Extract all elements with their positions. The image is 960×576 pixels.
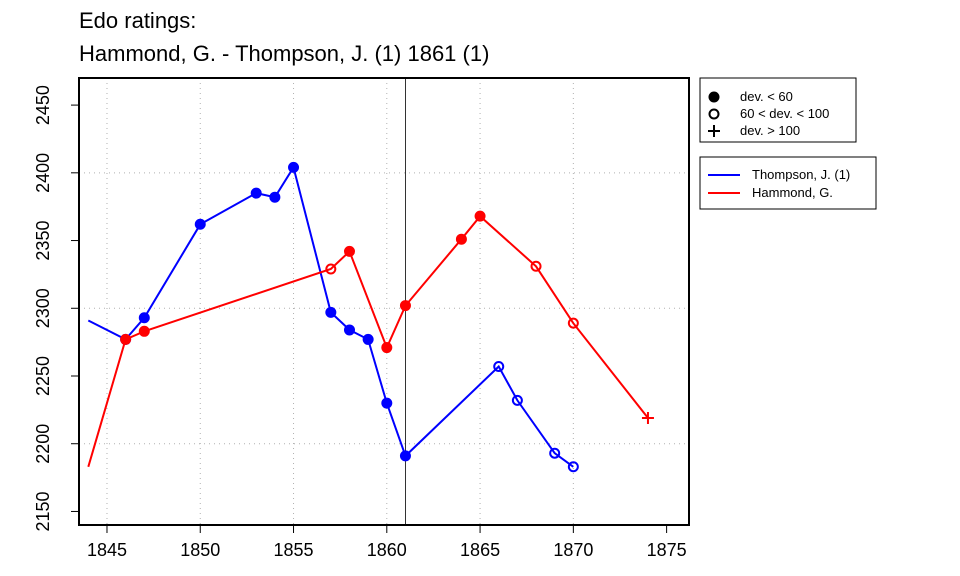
data-point-thompson	[511, 394, 523, 406]
data-point-thompson	[362, 333, 374, 345]
series-legend-label: Thompson, J. (1)	[752, 167, 850, 182]
legend-marker-icon	[708, 108, 720, 120]
y-tick-label: 2350	[33, 221, 53, 261]
data-point-thompson	[288, 161, 300, 173]
data-point-hammond	[120, 333, 132, 345]
series-legend-label: Hammond, G.	[752, 185, 833, 200]
data-point-hammond	[530, 260, 542, 272]
y-tick-label: 2300	[33, 288, 53, 328]
x-tick-label: 1855	[274, 540, 314, 560]
marker-legend-label: dev. > 100	[740, 123, 800, 138]
series-legend-box	[699, 156, 877, 210]
x-tick-label: 1860	[367, 540, 407, 560]
y-tick-label: 2150	[33, 491, 53, 531]
y-tick-label: 2450	[33, 85, 53, 125]
chart-title: Edo ratings:	[79, 8, 196, 33]
data-point-thompson	[493, 361, 505, 373]
data-point-hammond	[567, 317, 579, 329]
data-point-hammond	[474, 210, 486, 222]
x-tick-label: 1845	[87, 540, 127, 560]
data-point-hammond	[381, 342, 393, 354]
series-line-thompson	[87, 164, 574, 468]
data-point-thompson	[343, 324, 355, 336]
y-axis: 2150 2200 2250 2300 2350 2400 2450	[33, 85, 79, 531]
marker-legend-label: 60 < dev. < 100	[740, 106, 829, 121]
legend-marker-icon	[708, 91, 720, 103]
y-tick-label: 2200	[33, 424, 53, 464]
data-point-hammond	[138, 325, 150, 337]
data-point-thompson	[194, 218, 206, 230]
data-point-thompson	[567, 461, 579, 473]
data-point-hammond	[343, 245, 355, 257]
y-tick-label: 2400	[33, 153, 53, 193]
x-axis: 1845 1850 1855 1860 1865 1870 1875	[87, 525, 687, 560]
chart-subtitle: Hammond, G. - Thompson, J. (1) 1861 (1)	[79, 41, 489, 66]
data-point-thompson	[325, 306, 337, 318]
data-point-thompson	[399, 450, 411, 462]
marker-legend-box	[699, 77, 857, 143]
x-tick-label: 1870	[553, 540, 593, 560]
x-tick-label: 1865	[460, 540, 500, 560]
data-point-thompson	[138, 312, 150, 324]
y-tick-label: 2250	[33, 356, 53, 396]
data-point-thompson	[549, 447, 561, 459]
data-point-thompson	[381, 397, 393, 409]
data-point-hammond	[641, 411, 654, 424]
data-point-thompson	[269, 191, 281, 203]
data-point-hammond	[399, 300, 411, 312]
data-point-hammond	[325, 263, 337, 275]
plot-frame	[78, 77, 690, 526]
x-tick-label: 1850	[180, 540, 220, 560]
series-layer	[87, 161, 654, 473]
series-legend: Thompson, J. (1) Hammond, G.	[699, 156, 877, 210]
data-point-hammond	[455, 233, 467, 245]
x-tick-label: 1875	[647, 540, 687, 560]
legend-marker-icon	[708, 125, 720, 137]
data-point-thompson	[250, 187, 262, 199]
marker-legend-label: dev. < 60	[740, 89, 793, 104]
marker-legend: dev. < 60 60 < dev. < 100 dev. > 100	[699, 77, 857, 143]
grid	[79, 78, 689, 525]
